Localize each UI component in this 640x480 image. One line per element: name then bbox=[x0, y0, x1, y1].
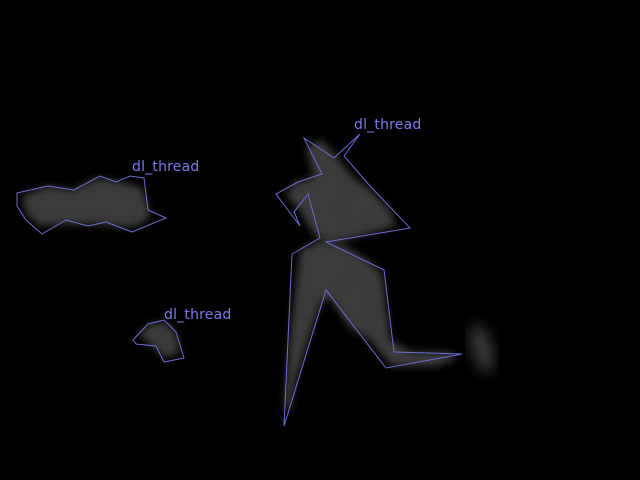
region-outline[interactable] bbox=[275, 133, 463, 427]
blob-figure-body bbox=[284, 240, 458, 412]
region-label: dl_thread bbox=[354, 117, 422, 133]
annotation-outlines bbox=[16, 133, 463, 427]
region-label: dl_thread bbox=[132, 159, 200, 175]
blob-small bbox=[138, 322, 180, 358]
blob-figure-upper bbox=[286, 140, 396, 244]
region-outline[interactable] bbox=[16, 175, 168, 235]
blob-left bbox=[22, 178, 150, 228]
region-label: dl_thread bbox=[164, 307, 232, 323]
blob-figure-spot bbox=[338, 276, 370, 320]
blob-figure-spot bbox=[342, 190, 374, 224]
image-blobs bbox=[22, 140, 494, 412]
region-outline[interactable] bbox=[132, 319, 185, 363]
blob-figure-tail bbox=[470, 322, 494, 372]
